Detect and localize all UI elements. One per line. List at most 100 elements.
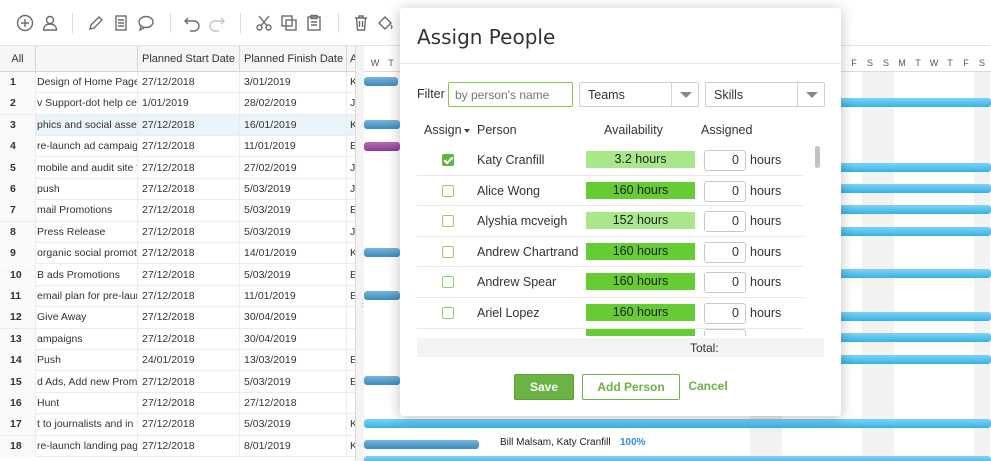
row-number[interactable]: 5 [0,157,36,179]
assigned-cell[interactable]: E [347,136,355,157]
task-name-cell[interactable]: t to journalists and in [36,414,138,436]
task-name-cell[interactable]: organic social promoti [36,243,138,265]
task-name-cell[interactable]: re-launch landing pag [36,435,138,457]
assigned-header[interactable]: A [347,46,355,72]
undo-icon[interactable] [183,14,201,32]
assigned-cell[interactable]: J [347,158,355,179]
table-row[interactable]: 4 re-launch ad campaign 27/12/2018 11/01/20… [0,136,355,158]
pencil-icon[interactable] [87,14,105,32]
finish-date-cell[interactable]: 5/03/2019 [240,371,347,393]
task-name-cell[interactable]: ampaigns [36,328,138,350]
assigned-hours-input[interactable] [704,328,746,336]
finish-date-cell[interactable]: 30/04/2019 [240,328,347,350]
task-name-cell[interactable]: mail Promotions [36,200,138,222]
gantt-bar[interactable] [834,163,991,172]
assign-checkbox[interactable] [442,307,454,319]
table-row[interactable]: 15 d Ads, Add new Prom 27/12/2018 5/03/2019… [0,371,355,393]
assigned-hours-input[interactable]: 0 [704,180,746,202]
assigned-cell[interactable]: J [347,222,355,243]
assigned-cell[interactable]: K [347,243,355,264]
start-date-cell[interactable]: 27/12/2018 [138,393,240,414]
start-date-cell[interactable]: 27/12/2018 [138,264,240,286]
finish-date-cell[interactable]: 5/03/2019 [240,179,347,200]
scissors-icon[interactable] [255,14,273,32]
table-row[interactable]: 18 re-launch landing pag 27/12/2018 8/01/20… [0,435,355,458]
gantt-bar[interactable] [364,77,398,86]
finish-date-cell[interactable]: 5/03/2019 [240,200,347,222]
add-person-button[interactable]: Add Person [582,374,680,400]
start-date-cell[interactable]: 27/12/2018 [138,371,240,393]
assigned-cell[interactable]: J [347,179,355,200]
start-date-cell[interactable]: 27/12/2018 [138,157,240,179]
start-date-cell[interactable]: 27/12/2018 [138,414,240,436]
row-number[interactable]: 7 [0,200,36,222]
table-row[interactable]: 3 phics and social asse 27/12/2018 16/01/20… [0,114,355,137]
gantt-bar[interactable] [364,440,479,449]
start-date-cell[interactable]: 24/01/2019 [138,350,240,372]
row-number[interactable]: 16 [0,393,36,414]
comment-icon[interactable] [137,14,155,32]
gantt-bar[interactable] [364,419,991,428]
finish-date-cell[interactable]: 11/01/2019 [240,286,347,307]
assigned-cell[interactable] [347,329,355,350]
assigned-hours-input[interactable]: 0 [704,272,746,294]
teams-select[interactable]: Teams [579,82,699,107]
start-date-cell[interactable]: 27/12/2018 [138,307,240,329]
row-number[interactable]: 9 [0,243,36,265]
gantt-bar[interactable] [834,355,991,364]
skills-select[interactable]: Skills [705,82,825,107]
row-number[interactable]: 18 [0,435,36,457]
start-date-cell[interactable]: 27/12/2018 [138,328,240,350]
assign-checkbox[interactable] [442,245,454,258]
table-row[interactable]: 9 organic social promoti 27/12/2018 14/01/2… [0,243,355,265]
assigned-cell[interactable]: E [347,350,355,371]
chevron-down-icon[interactable] [797,83,824,106]
planned-finish-header[interactable]: Planned Finish Date [240,46,347,72]
table-row[interactable]: 16 Hunt 27/12/2018 27/12/2018 [0,393,355,415]
gantt-bar[interactable] [364,291,400,300]
document-icon[interactable] [112,14,130,32]
finish-date-cell[interactable]: 13/03/2019 [240,350,347,372]
paint-bucket-icon[interactable] [376,14,394,32]
gantt-bar[interactable] [834,269,991,278]
finish-date-cell[interactable]: 27/02/2019 [240,157,347,179]
assign-checkbox[interactable] [442,184,454,197]
select-all-header[interactable]: All [0,46,36,72]
add-circle-icon[interactable] [16,14,34,32]
finish-date-cell[interactable]: 30/04/2019 [240,307,347,329]
gantt-bar[interactable] [364,248,400,257]
row-number[interactable]: 11 [0,286,36,307]
task-name-cell[interactable]: phics and social asse [36,114,138,136]
row-number[interactable]: 6 [0,179,36,200]
pane-splitter[interactable]: ⋮ [356,46,367,461]
finish-date-cell[interactable]: 28/02/2019 [240,93,347,115]
save-button[interactable]: Save [514,374,574,400]
assign-column-header[interactable]: Assign [424,123,470,137]
finish-date-cell[interactable]: 5/03/2019 [240,264,347,286]
assigned-cell[interactable]: K [347,72,355,93]
start-date-cell[interactable]: 27/12/2018 [138,435,240,457]
gantt-bar[interactable] [834,333,991,342]
assigned-cell[interactable]: E [347,265,355,286]
row-number[interactable]: 3 [0,114,36,136]
table-row[interactable]: 13 ampaigns 27/12/2018 30/04/2019 [0,328,355,351]
start-date-cell[interactable]: 27/12/2018 [138,286,240,307]
assigned-hours-input[interactable]: 0 [704,211,746,233]
finish-date-cell[interactable]: 14/01/2019 [240,243,347,265]
redo-icon[interactable] [208,14,226,32]
assigned-cell[interactable]: K [347,115,355,136]
task-name-cell[interactable]: Design of Home Page [36,72,138,93]
assigned-cell[interactable]: K [347,436,355,457]
finish-date-cell[interactable]: 11/01/2019 [240,136,347,158]
task-name-cell[interactable]: Hunt [36,393,138,414]
start-date-cell[interactable]: 27/12/2018 [138,200,240,222]
task-name-cell[interactable]: push [36,179,138,200]
row-number[interactable]: 2 [0,93,36,115]
row-number[interactable]: 17 [0,414,36,436]
table-row[interactable]: 5 mobile and audit site f 27/12/2018 27/02/… [0,157,355,179]
assigned-cell[interactable]: J [347,93,355,114]
